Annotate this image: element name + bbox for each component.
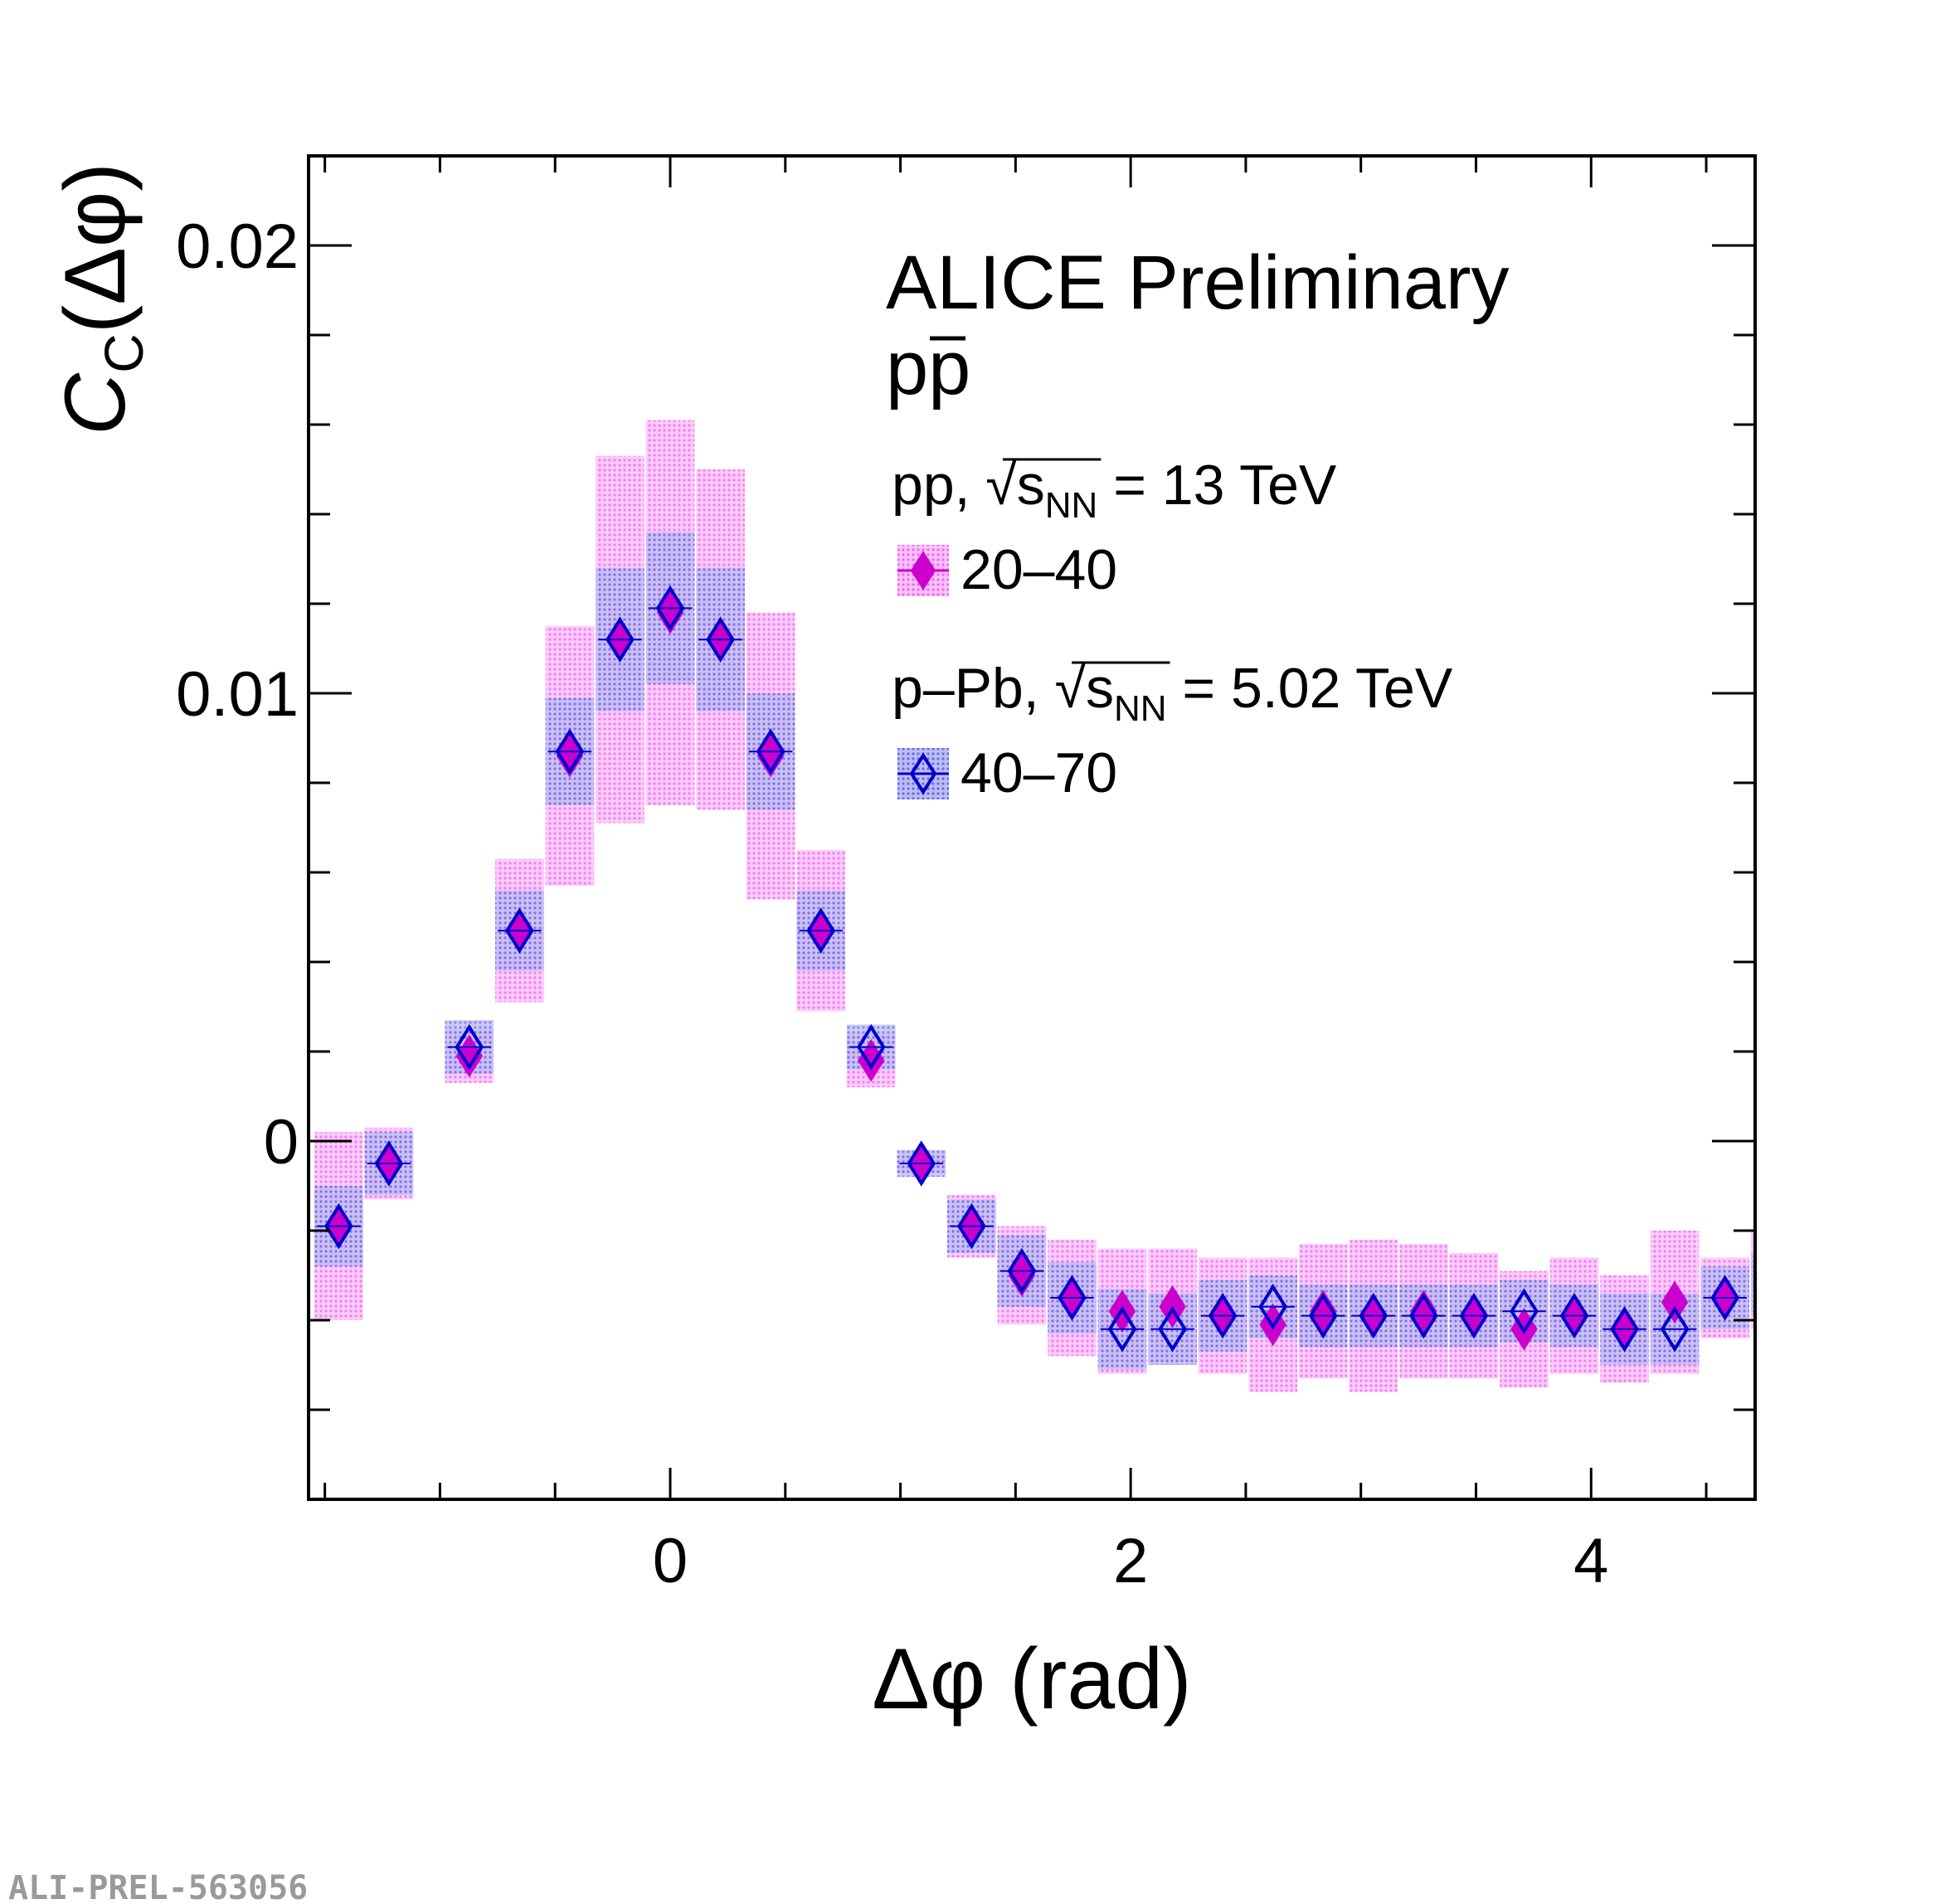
sys-band-ppb-28 (1750, 1253, 1755, 1316)
marker-ppb-20 (1359, 1292, 1389, 1339)
legend-system-0: pp, √sNN = 13 TeV (892, 454, 1337, 526)
marker-pp-26 (1661, 1280, 1689, 1324)
legend: pp, √sNN = 13 TeV 20–40 p–Pb, √sNN = 5.02 … (892, 454, 1453, 804)
data-markers (317, 585, 1787, 1353)
marker-pp-21 (1410, 1290, 1437, 1333)
legend-entry-0: 20–40 (961, 538, 1117, 601)
plot-frame (307, 154, 1757, 1501)
experiment-label: ALICE Preliminary (886, 240, 1510, 325)
marker-ppb-24 (1559, 1292, 1589, 1339)
y-axis-title-sub: C (93, 333, 154, 373)
x-tick-label: 2 (1113, 1526, 1148, 1596)
marker-ppb-14 (1058, 1275, 1087, 1321)
svg-text:CC(Δφ): CC(Δφ) (47, 163, 154, 435)
marker-ppb-27 (1710, 1275, 1740, 1321)
marker-ppb-3 (504, 907, 534, 954)
marker-ppb-25 (1610, 1306, 1639, 1353)
marker-pp-4 (556, 734, 584, 778)
x-tick-label: 4 (1573, 1526, 1608, 1596)
marker-pp-6 (656, 590, 684, 634)
marker-ppb-12 (956, 1202, 986, 1250)
x-tick-label: 0 (653, 1526, 688, 1596)
marker-ppb-5 (606, 616, 635, 663)
marker-ppb-9 (806, 907, 836, 954)
marker-pp-13 (1008, 1254, 1036, 1297)
marker-pp-8 (756, 734, 785, 778)
marker-pp-28 (1763, 1260, 1787, 1299)
legend-marker-1 (909, 752, 937, 795)
marker-ppb-18 (1258, 1284, 1288, 1330)
marker-ppb-17 (1208, 1292, 1238, 1339)
marker-ppb-1 (374, 1140, 404, 1187)
marker-ppb-16 (1158, 1306, 1187, 1353)
y-axis-title: CC(Δφ) (47, 163, 154, 435)
y-tick-label: 0 (264, 1107, 299, 1178)
axis-tick-labels: 0 2 4 0 0.01 0.02 (176, 211, 1608, 1596)
y-tick-label: 0.01 (176, 659, 299, 730)
sqrt-sign: √ (1055, 657, 1087, 720)
marker-ppb-8 (756, 728, 785, 775)
marker-ppb-15 (1107, 1306, 1137, 1353)
particle-pair-label: pp (886, 326, 970, 410)
y-axis-title-main: C (47, 372, 143, 435)
pair-base: p (886, 326, 928, 410)
sys-band-pp-28 (1750, 1231, 1755, 1329)
watermark: ALI-PREL-563056 (8, 1869, 308, 1904)
marker-ppb-21 (1408, 1292, 1438, 1339)
sqrt-sign: √ (985, 454, 1017, 517)
marker-ppb-19 (1308, 1292, 1338, 1339)
legend-system-1: p–Pb, √sNN = 5.02 TeV (892, 657, 1453, 729)
y-axis-title-arg: (Δφ) (47, 163, 143, 333)
axis-ticks (309, 156, 1755, 1499)
marker-ppb-6 (655, 585, 685, 632)
y-tick-label: 0.02 (176, 211, 299, 282)
marker-ppb-28 (1763, 1265, 1787, 1304)
marker-ppb-11 (907, 1140, 936, 1187)
marker-ppb-2 (455, 1023, 484, 1071)
marker-ppb-26 (1660, 1306, 1690, 1353)
marker-pp-2 (455, 1034, 483, 1078)
legend-entry-1: 40–70 (961, 741, 1117, 804)
legend-marker-0 (910, 551, 936, 590)
marker-ppb-22 (1459, 1292, 1489, 1339)
x-axis-title: Δφ (rad) (872, 1631, 1191, 1727)
marker-pp-19 (1310, 1290, 1337, 1333)
marker-ppb-7 (706, 616, 735, 663)
marker-ppb-23 (1510, 1288, 1539, 1334)
marker-ppb-0 (323, 1202, 353, 1250)
marker-ppb-4 (555, 728, 585, 775)
marker-ppb-10 (856, 1023, 886, 1071)
marker-ppb-13 (1007, 1247, 1037, 1294)
